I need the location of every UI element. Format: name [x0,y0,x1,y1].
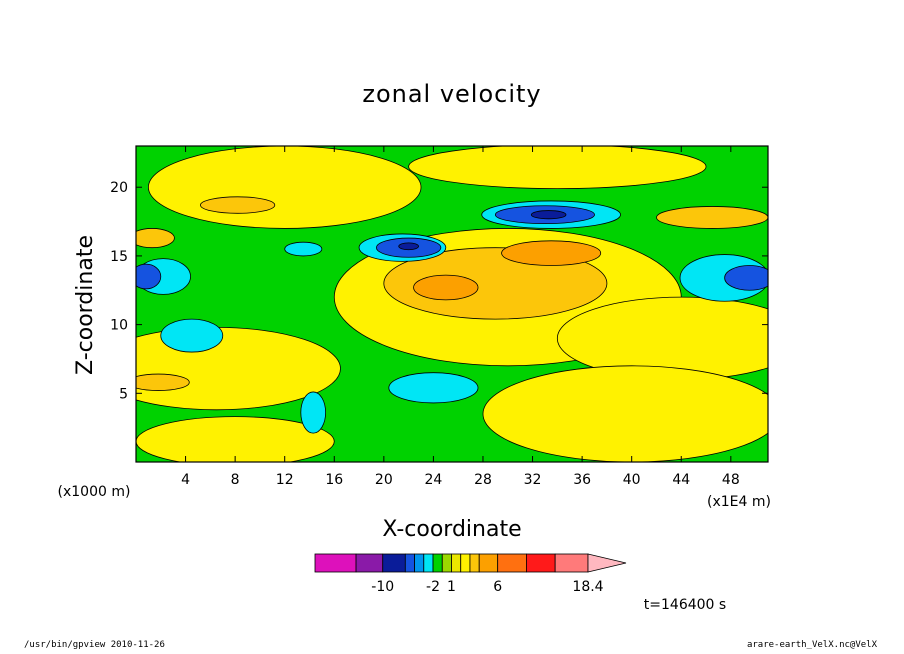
contour-region-c_m05 [300,391,327,434]
colorbar-bin [469,553,480,573]
contour-region-c_2 [482,365,768,462]
colorbar-bin [314,553,357,573]
y-axis-label: Z-coordinate [73,235,98,375]
colorbar-bin [497,553,527,573]
contour-region-c_m2 [724,265,768,291]
x-tick-label: 48 [722,472,740,488]
contour-region-c_m6 [398,242,419,251]
x-tick-label: 8 [231,472,240,488]
colorbar-bin [423,553,434,573]
contour-region-c_m6 [530,210,567,220]
contour-region-c_4 [501,240,602,266]
x-tick-label: 40 [623,472,641,488]
contour-region-c_2 [136,416,335,462]
x-tick-label: 12 [276,472,294,488]
contour-region-c_3 [200,196,276,214]
y-tick-label: 15 [110,249,128,265]
x-tick-label: 4 [181,472,190,488]
y-unit-label: (x1000 m) [58,484,131,500]
x-axis-label: X-coordinate [382,517,521,542]
colorbar-extend-arrow [587,553,627,573]
x-unit-label: (x1E4 m) [707,494,771,510]
footer-right: arare-earth_VelX.nc@VelX [746,640,877,650]
colorbar-level-label: 18.4 [572,579,603,595]
contour-regions [136,146,768,462]
footer-left: /usr/bin/gpview 2010-11-26 [24,640,165,650]
contour-region-c_m2 [136,263,162,290]
contour-region-c_2 [148,146,422,229]
contour-region-c_2 [408,146,707,189]
x-tick-label: 20 [375,472,393,488]
colorbar-bin [414,553,425,573]
x-tick-label: 44 [672,472,690,488]
x-tick-label: 36 [573,472,591,488]
colorbar-level-label: -10 [371,579,394,595]
colorbar-bin [526,553,556,573]
colorbar-level-label: 1 [447,579,456,595]
contour-region-c_3 [136,228,175,249]
y-tick-label: 10 [110,318,128,334]
colorbar-bin [460,553,471,573]
colorbar-labels: -10 -2 1 6 18.4 [371,579,603,595]
x-tick-label: 24 [424,472,442,488]
colorbar-bin [382,553,406,573]
colorbar [314,553,627,573]
y-axis: 5 10 15 20 [110,180,768,402]
colorbar-bin [404,553,415,573]
colorbar-bin [554,553,589,573]
x-axis: 4 8 12 16 20 24 28 32 36 40 44 48 [181,146,740,488]
y-tick-label: 5 [119,386,128,402]
colorbar-level-label: 6 [493,579,502,595]
x-tick-label: 16 [325,472,343,488]
y-tick-label: 20 [110,180,128,196]
contour-region-c_4 [413,274,479,301]
contour-plot-area [135,145,769,463]
colorbar-bin [478,553,499,573]
contour-region-c_3 [136,373,190,391]
contour-region-c_m05 [284,241,323,257]
colorbar-bin [432,553,443,573]
colorbar-bin [451,553,462,573]
colorbar-bin [355,553,384,573]
x-tick-label: 28 [474,472,492,488]
contour-region-c_m05 [160,318,224,353]
chart-title: zonal velocity [362,80,541,108]
time-label: t=146400 s [644,597,726,613]
colorbar-bin [441,553,452,573]
x-tick-label: 32 [524,472,542,488]
colorbar-level-label: -2 [426,579,440,595]
plot-frame [135,145,769,463]
contour-region-c_m05 [388,372,479,404]
contour-region-c_3 [656,206,768,229]
